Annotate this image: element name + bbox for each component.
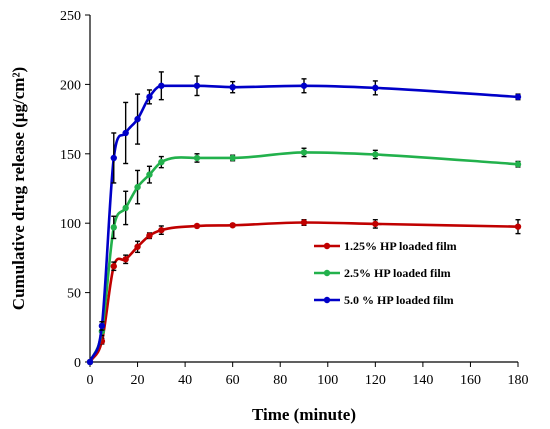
y-axis-title: Cumulative drug release (μg/cm²) — [9, 67, 28, 310]
data-point — [134, 243, 141, 250]
data-point — [134, 115, 141, 123]
x-tick-label: 100 — [317, 373, 338, 388]
y-tick-label: 100 — [60, 217, 81, 232]
data-point — [122, 256, 129, 263]
series-3 — [86, 71, 522, 366]
data-point — [229, 83, 236, 91]
y-axis-ticks: 0 50 100 150 200 250 — [60, 9, 90, 371]
data-point — [372, 151, 379, 158]
data-point — [229, 154, 236, 162]
data-point — [300, 82, 308, 89]
data-point — [158, 158, 165, 166]
data-point — [122, 204, 129, 212]
data-point — [158, 226, 165, 234]
x-tick-label: 120 — [365, 373, 386, 388]
data-point — [193, 82, 201, 89]
data-point — [110, 154, 117, 162]
series-group — [86, 71, 522, 366]
data-point — [110, 224, 117, 231]
series-line — [88, 151, 519, 363]
x-tick-label: 20 — [131, 373, 145, 388]
data-point — [86, 358, 94, 366]
data-point — [300, 219, 308, 226]
y-tick-label: 50 — [67, 287, 81, 302]
axes — [89, 15, 518, 363]
data-point — [229, 222, 236, 229]
x-tick-label: 0 — [87, 373, 94, 388]
series-2 — [86, 147, 522, 366]
y-tick-label: 150 — [60, 148, 81, 163]
data-point — [514, 93, 522, 101]
x-tick-label: 80 — [273, 373, 287, 388]
data-point — [122, 129, 129, 137]
x-tick-label: 180 — [508, 373, 529, 388]
series-line — [88, 84, 519, 363]
x-tick-label: 40 — [178, 373, 192, 388]
y-tick-label: 0 — [74, 356, 81, 371]
data-point — [372, 84, 379, 92]
data-point — [193, 154, 201, 162]
data-point — [514, 223, 522, 230]
x-axis-title: Time (minute) — [252, 405, 356, 424]
legend-label: 2.5% HP loaded film — [344, 266, 451, 280]
legend-marker — [323, 242, 331, 250]
data-point — [98, 322, 106, 330]
data-point — [146, 171, 153, 178]
series-1 — [86, 219, 522, 366]
data-point — [146, 93, 153, 101]
x-axis-ticks: 0 20 40 60 80 100 120 140 160 180 — [87, 362, 529, 388]
data-point — [146, 232, 153, 239]
data-point — [300, 149, 308, 156]
legend-label: 1.25% HP loaded film — [344, 239, 457, 253]
legend: 1.25% HP loaded film 2.5% HP loaded film 5… — [314, 239, 457, 307]
data-point — [514, 161, 522, 168]
data-point — [110, 263, 117, 270]
x-tick-label: 60 — [226, 373, 240, 388]
data-point — [372, 220, 379, 228]
y-tick-label: 200 — [60, 78, 81, 93]
data-point — [193, 222, 201, 230]
x-tick-label: 160 — [460, 373, 481, 388]
y-tick-label: 250 — [60, 9, 81, 24]
legend-marker — [323, 269, 331, 277]
data-point — [134, 183, 141, 191]
legend-marker — [323, 296, 331, 304]
legend-label: 5.0 % HP loaded film — [344, 293, 454, 307]
x-tick-label: 140 — [412, 373, 433, 388]
data-point — [158, 82, 165, 89]
